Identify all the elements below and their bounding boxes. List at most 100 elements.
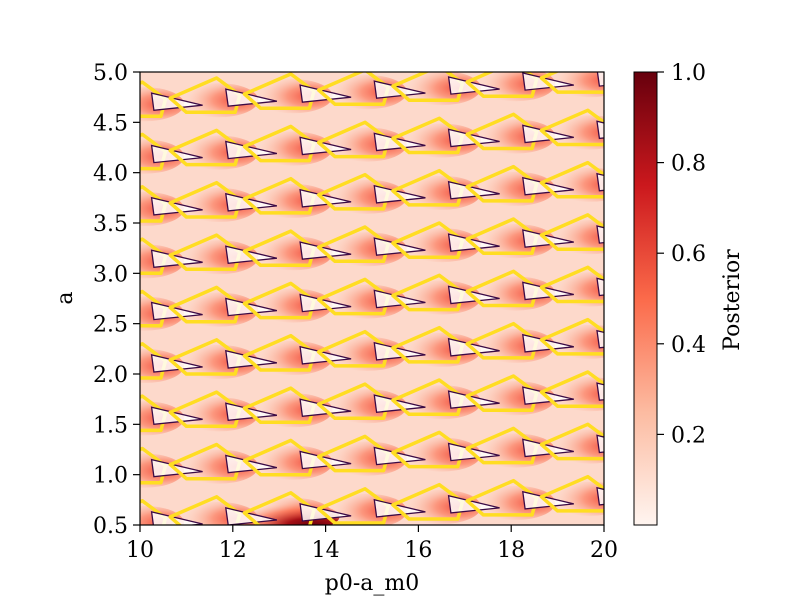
low-posterior-contour: [299, 503, 352, 522]
y-tick-label: 4.0: [93, 162, 128, 187]
low-posterior-contour: [225, 192, 278, 212]
x-axis-label: p0-a_m0: [325, 571, 420, 596]
high-posterior-contour: [539, 317, 604, 356]
colorbar-label: Posterior: [720, 249, 745, 351]
low-posterior-contour: [150, 196, 203, 216]
y-axis-label: a: [53, 291, 78, 304]
low-posterior-contour: [522, 333, 574, 353]
low-posterior-contour: [596, 382, 604, 401]
y-tick-label: 4.5: [93, 111, 128, 136]
low-posterior-contour: [373, 341, 426, 361]
low-posterior-contour: [522, 386, 574, 405]
posterior-blob: [550, 481, 604, 516]
low-posterior-contour: [373, 237, 426, 256]
colorbar-tick-label: 1.0: [671, 61, 706, 86]
low-posterior-contour: [299, 241, 352, 260]
x-tick-label: 10: [126, 538, 154, 563]
high-posterior-contour: [539, 265, 604, 304]
posterior-blob: [550, 429, 604, 464]
plot-area: [96, 26, 605, 526]
posterior-blob: [550, 272, 604, 307]
low-posterior-contour: [596, 120, 604, 140]
colorbar-tick-label: 0.8: [671, 152, 706, 177]
low-posterior-contour: [150, 458, 203, 478]
posterior-blob: [254, 27, 333, 61]
low-posterior-contour: [596, 277, 604, 297]
low-posterior-contour: [596, 486, 604, 506]
low-posterior-contour: [447, 76, 500, 95]
colorbar: 0.2 0.4 0.6 0.8 1.0 Posterior: [633, 61, 745, 526]
low-posterior-contour: [373, 498, 426, 518]
low-posterior-contour: [596, 225, 604, 244]
low-posterior-contour: [225, 245, 278, 265]
high-posterior-contour: [170, 26, 240, 60]
low-posterior-contour: [522, 72, 574, 91]
low-posterior-contour: [373, 446, 426, 466]
low-posterior-contour: [225, 402, 278, 422]
low-posterior-contour: [225, 349, 278, 369]
y-tick-label: 2.5: [93, 313, 128, 338]
low-posterior-contour: [299, 136, 352, 156]
y-tick-label: 1.5: [93, 413, 128, 438]
x-tick-label: 16: [404, 538, 432, 563]
y-tick-label: 3.0: [93, 262, 128, 287]
high-posterior-contour: [539, 474, 604, 513]
low-posterior-contour: [522, 229, 574, 248]
x-tick-label: 14: [312, 538, 340, 563]
high-posterior-contour: [539, 213, 604, 251]
low-posterior-contour: [150, 406, 203, 426]
low-posterior-contour: [299, 398, 352, 418]
plot-frame: [139, 71, 605, 526]
low-posterior-contour: [225, 297, 278, 317]
posterior-blob: [550, 115, 604, 150]
low-posterior-contour: [299, 188, 352, 208]
low-posterior-contour: [447, 337, 500, 357]
high-posterior-contour: [96, 30, 166, 64]
low-posterior-contour: [596, 434, 604, 454]
low-posterior-contour: [447, 233, 500, 252]
low-posterior-contour: [299, 84, 352, 103]
colorbar-tick-label: 0.2: [671, 423, 706, 448]
low-posterior-contour: [447, 180, 500, 200]
posterior-blob: [550, 167, 604, 202]
low-posterior-contour: [447, 494, 500, 514]
low-posterior-contour: [522, 281, 574, 301]
low-posterior-contour: [447, 442, 500, 462]
low-posterior-contour: [150, 144, 203, 164]
y-axis: 0.5 1.0 1.5 2.0 2.5 3.0 3.5 4.0 4.5 5.0: [93, 61, 140, 539]
x-tick-label: 12: [219, 538, 247, 563]
low-posterior-contour: [299, 345, 352, 365]
colorbar-gradient: [633, 71, 658, 526]
y-tick-label: 0.5: [93, 514, 128, 539]
low-posterior-contour: [596, 72, 604, 87]
high-posterior-contour: [539, 72, 604, 94]
low-posterior-contour: [447, 390, 500, 409]
low-posterior-contour: [299, 450, 352, 470]
high-posterior-contour: [539, 370, 604, 408]
low-posterior-contour: [225, 454, 278, 474]
y-tick-label: 5.0: [93, 61, 128, 86]
low-posterior-contour: [522, 490, 574, 510]
x-tick-label: 18: [497, 538, 525, 563]
posterior-blob: [328, 493, 407, 525]
posterior-blob: [550, 220, 604, 255]
low-posterior-contour: [522, 438, 574, 458]
low-posterior-contour: [522, 124, 574, 144]
y-tick-label: 1.0: [93, 464, 128, 489]
low-posterior-contour: [522, 176, 574, 196]
low-posterior-contour: [225, 140, 278, 160]
high-posterior-contour: [539, 422, 604, 461]
colorbar-tick-label: 0.6: [671, 242, 706, 267]
low-posterior-contour: [373, 184, 426, 204]
posterior-blob: [550, 377, 604, 412]
low-posterior-contour: [225, 88, 278, 107]
low-posterior-contour: [373, 289, 426, 309]
y-tick-label: 2.0: [93, 363, 128, 388]
low-posterior-contour: [373, 394, 426, 414]
low-posterior-contour: [150, 301, 203, 321]
y-tick-label: 3.5: [93, 212, 128, 237]
colorbar-ticks: 0.2 0.4 0.6 0.8 1.0: [657, 61, 706, 448]
contour-layer: [96, 26, 604, 525]
low-posterior-contour: [299, 293, 352, 313]
